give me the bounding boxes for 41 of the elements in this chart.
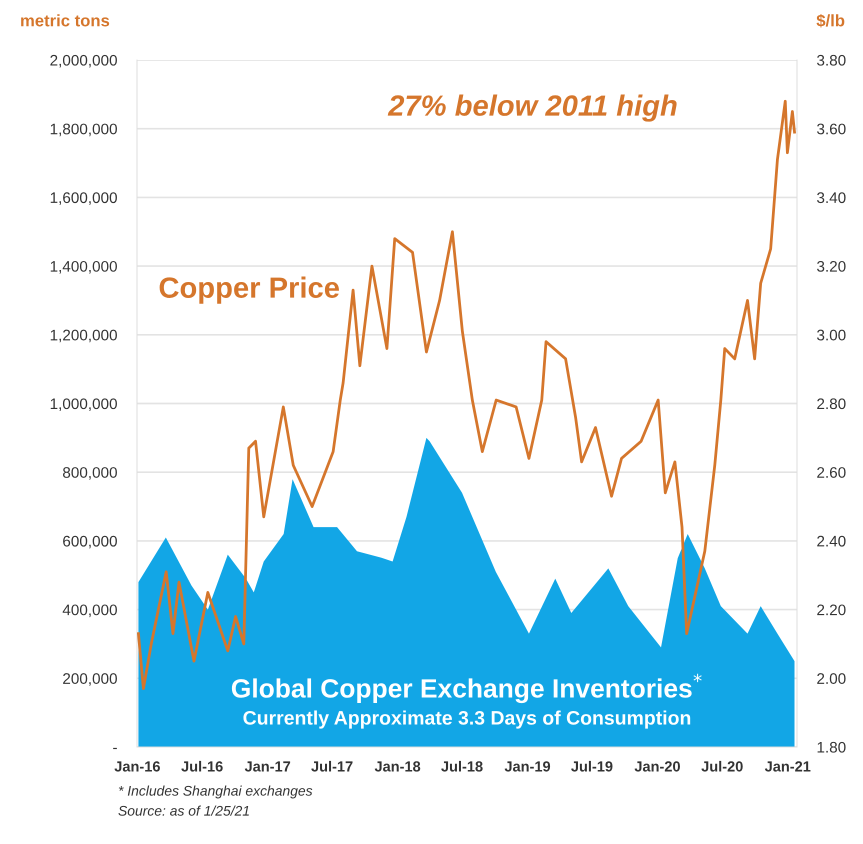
source-note: Source: as of 1/25/21 bbox=[118, 806, 249, 816]
y-tick-label: 400,000 bbox=[62, 604, 117, 618]
y2-tick-label: 3.20 bbox=[817, 260, 846, 272]
y2-tick-label: 3.40 bbox=[817, 192, 846, 204]
x-tick-label: Jul-18 bbox=[441, 760, 483, 772]
y2-tick-label: 1.80 bbox=[818, 742, 846, 753]
y2-tick-label: 2.00 bbox=[817, 673, 846, 684]
x-tick-label: Jul-16 bbox=[181, 760, 223, 772]
annotation: 27% below 2011 high bbox=[388, 94, 677, 122]
x-tick-label: Jan-18 bbox=[374, 761, 420, 772]
y-tick-label: 600,000 bbox=[63, 536, 117, 548]
y2-tick-label: 2.20 bbox=[817, 604, 846, 616]
y-tick-label: 1,600,000 bbox=[50, 192, 117, 205]
x-tick-label: Jan-20 bbox=[634, 761, 680, 772]
x-tick-label: Jan-16 bbox=[114, 761, 160, 772]
y-axis-title: metric tons bbox=[21, 14, 110, 26]
y-tick-label: 2,000,000 bbox=[50, 54, 117, 68]
y-tick-label: 200,000 bbox=[63, 673, 117, 686]
y-tick-label: 1,400,000 bbox=[50, 260, 117, 274]
y2-axis-title: $/lb bbox=[816, 14, 844, 28]
x-tick-label: Jul-19 bbox=[571, 760, 612, 772]
y2-tick-label: 3.60 bbox=[817, 124, 846, 134]
y-tick-label: - bbox=[113, 748, 117, 750]
x-tick-label: Jul-20 bbox=[701, 760, 743, 772]
y2-tick-label: 2.40 bbox=[817, 536, 846, 547]
y2-tick-label: 3.00 bbox=[817, 330, 846, 340]
y2-tick-label: 2.60 bbox=[817, 467, 846, 478]
series-label: Copper Price bbox=[160, 276, 339, 304]
x-tick-label: Jul-17 bbox=[311, 760, 353, 772]
y-tick-label: 1,200,000 bbox=[50, 330, 117, 342]
y2-tick-label: 3.80 bbox=[817, 54, 846, 66]
x-tick-label: Jan-19 bbox=[504, 761, 550, 772]
text: * Includes Shanghai exchanges bbox=[118, 786, 312, 798]
y2-tick-label: 2.80 bbox=[817, 398, 846, 410]
y-tick-label: 1,800,000 bbox=[50, 124, 117, 136]
x-tick-label: Jan-21 bbox=[764, 761, 810, 772]
y-tick-label: 1,000,000 bbox=[50, 398, 117, 411]
y-tick-label: 800,000 bbox=[63, 467, 117, 480]
x-tick-label: Jan-17 bbox=[244, 761, 290, 772]
series-label: Global Copper Exchange Inventories$^{*}$ bbox=[232, 674, 702, 704]
annotation: Currently Approximate 3.3 Days of Consumption bbox=[243, 710, 690, 729]
